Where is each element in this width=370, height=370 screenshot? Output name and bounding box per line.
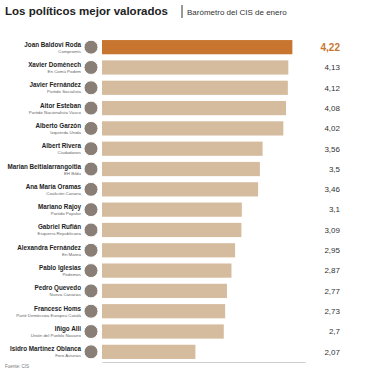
portrait xyxy=(84,264,98,278)
portrait xyxy=(84,162,98,176)
portraits xyxy=(84,40,98,359)
x-axis xyxy=(103,362,306,363)
portrait xyxy=(84,223,98,237)
party-label: Partido Popular xyxy=(51,211,82,216)
category-label: Francesc Homs xyxy=(34,305,81,312)
portrait xyxy=(84,81,98,95)
axis-line xyxy=(103,362,306,363)
portrait xyxy=(84,304,98,318)
party-label: Nueva Canarias xyxy=(50,292,82,297)
data-label: 3,56 xyxy=(324,145,340,154)
category-label: Mariano Rajoy xyxy=(38,203,82,211)
category-label: Alberto Garzón xyxy=(36,122,82,129)
portrait xyxy=(84,284,98,298)
party-label: Partit Demòcrata Europeu Català xyxy=(16,313,81,318)
data-label: 4,13 xyxy=(324,63,340,72)
data-label: 3,46 xyxy=(324,185,340,194)
category-label: Javier Fernández xyxy=(30,81,81,88)
data-label: 2,73 xyxy=(324,307,340,316)
category-label: Aitor Esteban xyxy=(40,102,81,109)
category-label: Pablo Iglesias xyxy=(39,264,81,272)
data-label: 2,7 xyxy=(329,327,341,336)
bar xyxy=(102,162,260,176)
portrait xyxy=(84,203,98,217)
bar xyxy=(102,203,242,217)
category-labels: Joan Baldoví RodaCompromís Xavier Domènec… xyxy=(8,41,82,359)
party-label: Partido Socialista xyxy=(47,89,81,94)
data-label: 4,22 xyxy=(321,42,341,53)
bar xyxy=(102,263,231,277)
title: Los políticos mejor valorados xyxy=(5,5,168,17)
header-separator xyxy=(182,5,183,18)
category-label: Isidro Martínez Oblanca xyxy=(10,345,82,352)
party-label: Esquerra Republicana xyxy=(38,231,82,236)
bar xyxy=(102,81,288,95)
bar xyxy=(102,60,288,74)
data-label: 4,02 xyxy=(324,124,340,133)
data-label: 2,87 xyxy=(324,266,340,275)
party-label: En Comú Podem xyxy=(48,69,82,74)
data-label: 3,5 xyxy=(329,165,341,174)
portrait xyxy=(84,40,98,54)
party-label: Partido Nacionalista Vasco xyxy=(29,110,82,115)
party-label: Compromís xyxy=(58,49,81,54)
bar xyxy=(102,142,263,156)
category-label: Iñigo Alli xyxy=(55,325,82,333)
party-label: Coalición Canaria xyxy=(46,191,81,196)
party-label: EH Bildu xyxy=(64,171,82,176)
source: Fuente: CIS xyxy=(5,364,29,369)
bar xyxy=(102,101,286,115)
bar xyxy=(102,324,224,338)
data-label: 3,1 xyxy=(329,205,341,214)
data-labels: 4,22 4,13 4,12 4,08 4,02 3,56 3,5 3,46 3,1 3,09 2,… xyxy=(321,42,341,357)
category-label: Xavier Domènech xyxy=(28,61,81,68)
portrait xyxy=(84,182,98,196)
bar xyxy=(102,243,235,257)
portrait xyxy=(84,142,98,156)
portrait xyxy=(84,325,98,339)
bar xyxy=(102,223,241,237)
bar xyxy=(102,345,195,359)
party-label: Izquierda Unida xyxy=(50,130,81,135)
data-label: 3,09 xyxy=(324,226,340,235)
category-label: Pedro Quevedo xyxy=(34,284,81,292)
data-label: 2,77 xyxy=(324,287,340,296)
portrait xyxy=(84,121,98,135)
data-label: 2,07 xyxy=(324,348,340,357)
party-label: En Marea xyxy=(62,252,82,257)
subtitle: Barómetro del CIS de enero xyxy=(187,8,287,17)
bar xyxy=(102,304,225,318)
portrait xyxy=(84,60,98,74)
party-label: Podemos xyxy=(62,272,81,277)
portrait xyxy=(84,101,98,115)
portrait xyxy=(84,345,98,359)
category-label: Ana María Oramas xyxy=(26,183,82,190)
bars xyxy=(102,40,292,359)
chart: Los políticos mejor valorados Barómetro d… xyxy=(0,0,370,370)
data-label: 4,12 xyxy=(324,84,340,93)
data-label: 4,08 xyxy=(324,104,340,113)
category-label: Marian Beitialarrangoitia xyxy=(8,163,82,171)
portrait xyxy=(84,243,98,257)
category-label: Albert Rivera xyxy=(42,142,82,149)
bar xyxy=(102,121,283,135)
category-label: Alexandra Fernández xyxy=(17,244,81,251)
bar xyxy=(102,284,227,298)
data-label: 2,95 xyxy=(324,246,340,255)
bar xyxy=(102,40,292,54)
category-label: Joan Baldoví Roda xyxy=(24,41,81,48)
party-label: Foro Asturias xyxy=(55,353,82,358)
party-label: Ciudadanos xyxy=(58,150,82,155)
party-label: Unión del Pueblo Navarro xyxy=(31,333,82,338)
category-label: Gabriel Rufián xyxy=(38,223,81,230)
bar xyxy=(102,182,258,196)
